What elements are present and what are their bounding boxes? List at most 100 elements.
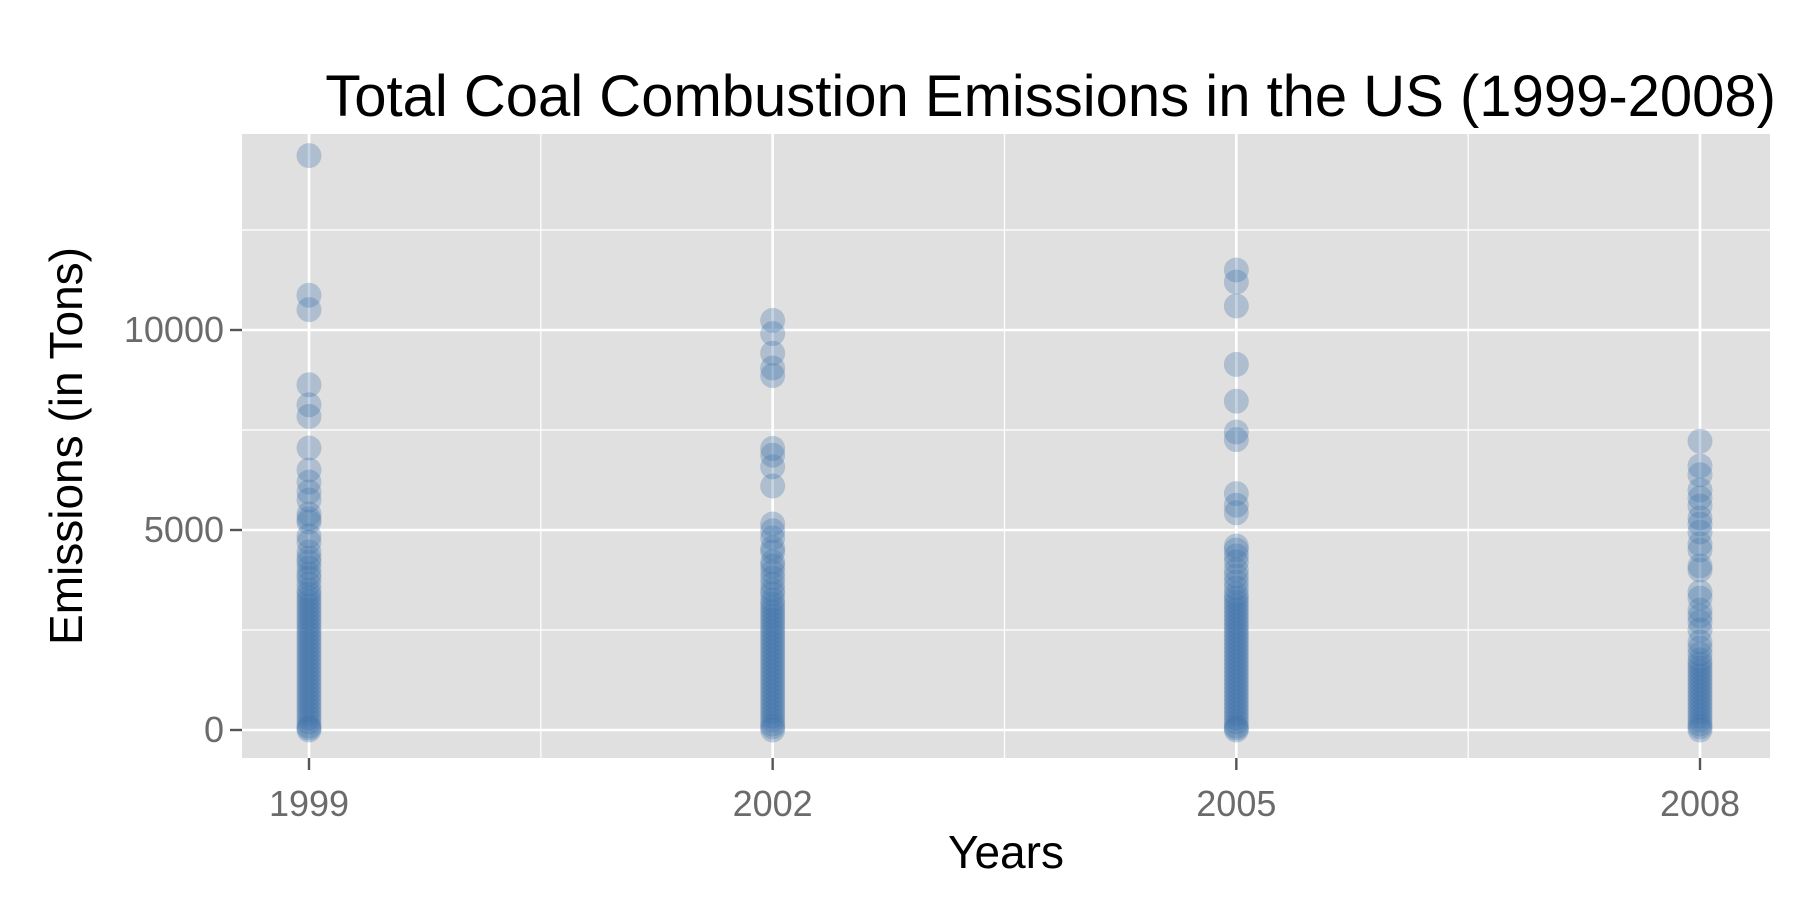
data-point <box>1687 675 1713 701</box>
data-point <box>296 297 322 323</box>
data-point <box>1223 585 1249 611</box>
y-axis-title: Emissions (in Tons) <box>40 247 92 645</box>
data-point <box>760 683 786 709</box>
data-point <box>760 655 786 681</box>
data-point <box>760 667 786 693</box>
data-point <box>296 617 322 643</box>
data-point <box>296 555 322 581</box>
data-point <box>760 659 786 685</box>
data-point <box>296 633 322 659</box>
data-point <box>1687 579 1713 605</box>
data-point <box>760 627 786 653</box>
data-point <box>296 593 322 619</box>
data-point <box>1687 635 1713 661</box>
data-point <box>760 591 786 617</box>
data-point <box>296 609 322 635</box>
data-point <box>296 545 322 571</box>
data-point <box>760 707 786 733</box>
data-point <box>1223 717 1249 743</box>
data-point <box>1687 453 1713 479</box>
data-point <box>1687 603 1713 629</box>
data-point <box>1223 593 1249 619</box>
data-point <box>1687 477 1713 503</box>
data-point <box>1687 679 1713 705</box>
data-point <box>1687 703 1713 729</box>
data-point <box>1687 557 1713 583</box>
data-point <box>296 143 322 169</box>
data-point <box>1223 613 1249 639</box>
data-point <box>1223 589 1249 615</box>
data-point <box>760 553 786 579</box>
data-point <box>760 321 786 347</box>
data-point <box>1223 549 1249 575</box>
data-point <box>296 629 322 655</box>
data-point <box>1223 645 1249 671</box>
data-point <box>296 715 322 741</box>
data-point <box>1687 511 1713 537</box>
data-point <box>760 679 786 705</box>
data-point <box>296 693 322 719</box>
data-point <box>296 657 322 683</box>
data-point <box>296 669 322 695</box>
data-point <box>1223 629 1249 655</box>
data-point <box>760 619 786 645</box>
data-point <box>760 703 786 729</box>
y-tick-label: 5000 <box>144 509 224 550</box>
data-point <box>760 577 786 603</box>
data-point <box>760 691 786 717</box>
data-point <box>1687 505 1713 531</box>
data-point <box>1687 585 1713 611</box>
y-tick-label: 0 <box>204 709 224 750</box>
plot-panel <box>242 134 1770 758</box>
x-tick-label: 2008 <box>1660 783 1740 824</box>
data-point <box>296 625 322 651</box>
data-point <box>1687 531 1713 557</box>
data-point <box>1687 671 1713 697</box>
data-point <box>1223 709 1249 735</box>
data-point <box>760 511 786 537</box>
data-point <box>1223 665 1249 691</box>
data-point <box>1223 500 1249 526</box>
data-point <box>760 565 786 591</box>
data-point <box>296 677 322 703</box>
data-point <box>760 442 786 468</box>
data-point <box>760 615 786 641</box>
data-point <box>1223 689 1249 715</box>
data-point <box>1223 685 1249 711</box>
data-point <box>760 603 786 629</box>
data-point <box>1223 697 1249 723</box>
data-point <box>1223 621 1249 647</box>
data-point <box>1223 581 1249 607</box>
y-tick-label: 10000 <box>124 309 224 350</box>
data-point <box>760 623 786 649</box>
data-point <box>1223 492 1249 518</box>
data-point <box>1223 673 1249 699</box>
data-point <box>1223 693 1249 719</box>
data-point <box>760 454 786 480</box>
data-point <box>1223 543 1249 569</box>
data-point <box>1223 419 1249 445</box>
data-point <box>1223 637 1249 663</box>
data-point <box>1223 713 1249 739</box>
data-point <box>296 621 322 647</box>
data-point <box>1223 351 1249 377</box>
data-point <box>296 571 322 597</box>
data-point <box>296 581 322 607</box>
data-point <box>760 539 786 565</box>
data-point <box>1687 537 1713 563</box>
data-point <box>296 605 322 631</box>
data-point <box>296 392 322 418</box>
data-point <box>1687 493 1713 519</box>
data-point <box>296 713 322 739</box>
data-point <box>296 372 322 398</box>
data-point <box>760 355 786 381</box>
data-point <box>760 711 786 737</box>
data-point <box>760 340 786 366</box>
data-point <box>760 549 786 575</box>
data-point <box>1687 651 1713 677</box>
data-point <box>296 509 322 535</box>
data-point <box>760 714 786 740</box>
data-point <box>760 647 786 673</box>
data-point <box>1687 647 1713 673</box>
